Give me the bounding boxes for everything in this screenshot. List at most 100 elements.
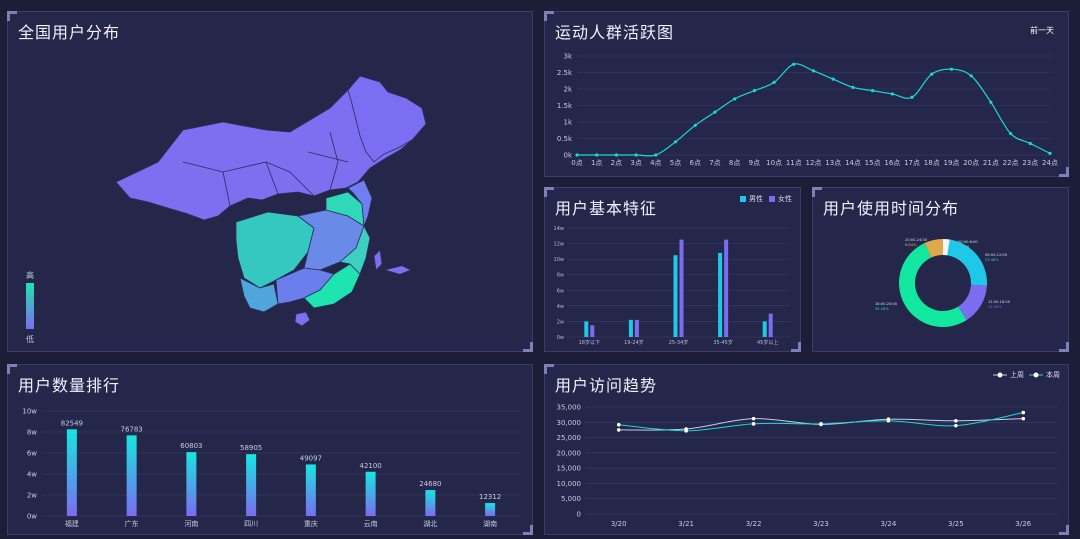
data-point	[949, 67, 954, 71]
data-point	[792, 62, 796, 66]
ranking-bar-chart: 0w 2w 4w 6w 8w 10w 82549 福建 76783 广东 60803 河南 58905 四…	[22, 408, 520, 528]
legend-female[interactable]: 女性	[769, 194, 792, 204]
ranking-bar	[365, 471, 376, 516]
y-tick-label: 20,000	[557, 449, 582, 457]
x-tick-label: 广东	[125, 519, 139, 528]
x-tick-label: 25-34岁	[669, 339, 689, 346]
slice-percent: 6.84%	[905, 243, 917, 247]
y-tick-label: 2w	[27, 492, 37, 500]
x-tick-label: 19-24岁	[624, 339, 644, 346]
slice-label: 20:00-24:00	[905, 238, 928, 242]
legend-label: 上周	[1010, 371, 1024, 379]
features-bar-chart: 0w 2w 4w 6w 8w 10w 12w 14w 18岁以下 19-24岁 25-34岁 35-4…	[554, 226, 790, 346]
x-tick-label: 0点	[571, 159, 582, 167]
data-point	[954, 423, 958, 428]
x-tick-label: 10点	[766, 159, 782, 167]
donut-slice	[947, 239, 987, 286]
y-tick-label: 6w	[27, 450, 37, 458]
data-point	[733, 97, 737, 101]
legend-male[interactable]: 男性	[740, 194, 763, 204]
time-donut-chart: 00:00-6:002.50%06:00-12:0023.48%12:00-18…	[875, 238, 1011, 327]
x-tick-label: 四川	[244, 520, 258, 528]
legend-line-icon	[1029, 372, 1043, 378]
data-point	[751, 422, 756, 426]
series-line-this-week	[618, 412, 1024, 432]
x-tick-label: 湖北	[423, 519, 437, 528]
y-tick-label: 14w	[554, 226, 564, 232]
data-point	[673, 140, 678, 144]
data-point	[1021, 410, 1026, 415]
donut-slice	[958, 284, 987, 321]
ranking-bar	[425, 490, 436, 516]
x-tick-label: 4点	[650, 159, 661, 167]
legend-this-week[interactable]: 本周	[1029, 370, 1060, 380]
y-tick-label: 1.5k	[557, 102, 573, 110]
data-point	[595, 153, 599, 157]
bar-value-label: 12312	[479, 493, 501, 501]
y-tick-label: 0.5k	[557, 135, 573, 143]
map-legend-high: 高	[26, 270, 34, 280]
bar-male	[762, 321, 767, 337]
visits-panel: 用户访问趋势 上周 本周 0 5,000 10,000 15,000 20,000 25,…	[544, 364, 1069, 535]
corner-decoration	[1059, 525, 1069, 535]
x-tick-label: 13点	[825, 159, 841, 167]
data-point	[616, 428, 621, 432]
legend-label: 女性	[778, 195, 792, 203]
previous-day-button[interactable]: 前一天	[1030, 26, 1054, 35]
x-tick-label: 17点	[904, 159, 920, 167]
legend-last-week[interactable]: 上周	[993, 370, 1024, 380]
donut-slice	[899, 243, 967, 327]
map-region-east	[347, 179, 373, 227]
bar-value-label: 42100	[359, 462, 381, 470]
bar-value-label: 58905	[240, 444, 262, 452]
bar-female	[679, 239, 684, 337]
panel-title: 用户使用时间分布	[823, 199, 960, 218]
data-point	[819, 422, 823, 426]
panel-title: 全国用户分布	[18, 23, 121, 42]
corner-decoration	[544, 187, 554, 197]
data-point	[989, 100, 993, 104]
bar-female	[634, 319, 639, 337]
corner-decoration	[7, 364, 17, 374]
map-region-yunnan	[239, 277, 279, 313]
y-tick-label: 10,000	[557, 480, 582, 488]
x-tick-label: 15点	[865, 159, 881, 167]
legend-label: 男性	[749, 195, 763, 203]
corner-decoration	[523, 342, 533, 352]
data-point	[772, 80, 776, 84]
activity-series-line	[576, 63, 1051, 157]
x-tick-label: 16点	[884, 159, 900, 167]
bar-female	[768, 313, 773, 337]
data-point	[811, 69, 816, 73]
china-map[interactable]: 高 低	[8, 12, 534, 353]
x-tick-label: 18点	[924, 159, 940, 167]
data-point	[886, 418, 891, 423]
data-point	[634, 153, 638, 157]
bar-male	[584, 321, 589, 337]
bar-male	[673, 255, 678, 337]
y-tick-label: 1k	[563, 119, 572, 127]
data-point	[969, 74, 973, 78]
x-tick-label: 2点	[611, 159, 622, 167]
ranking-bar	[485, 503, 496, 516]
activity-panel: 运动人群活跃图 前一天 0k 0.5k 1k 1.5k 2k 2.5k 3k 0点 1点 2点 3点…	[544, 11, 1069, 177]
y-tick-label: 35,000	[557, 404, 582, 412]
x-tick-label: 14点	[845, 159, 861, 167]
data-point	[1048, 151, 1052, 155]
data-point	[614, 153, 619, 157]
y-tick-label: 6w	[557, 288, 564, 294]
map-legend-low: 低	[26, 334, 34, 344]
ranking-panel: 用户数量排行 0w 2w 4w 6w 8w 10w 82549 福建 76783 广东 60803 河…	[7, 364, 533, 535]
map-islands	[386, 266, 410, 274]
y-tick-label: 10w	[554, 257, 564, 263]
ranking-bar	[186, 452, 197, 516]
x-tick-label: 3/20	[611, 520, 627, 528]
ranking-bar	[246, 454, 257, 516]
y-tick-label: 4w	[557, 304, 564, 310]
slice-label: 06:00-12:00	[985, 253, 1008, 257]
x-tick-label: 3/24	[881, 520, 897, 528]
corner-decoration	[812, 187, 822, 197]
x-tick-label: 3/23	[813, 520, 829, 528]
y-tick-label: 0w	[557, 335, 564, 341]
bar-value-label: 49097	[300, 454, 322, 462]
